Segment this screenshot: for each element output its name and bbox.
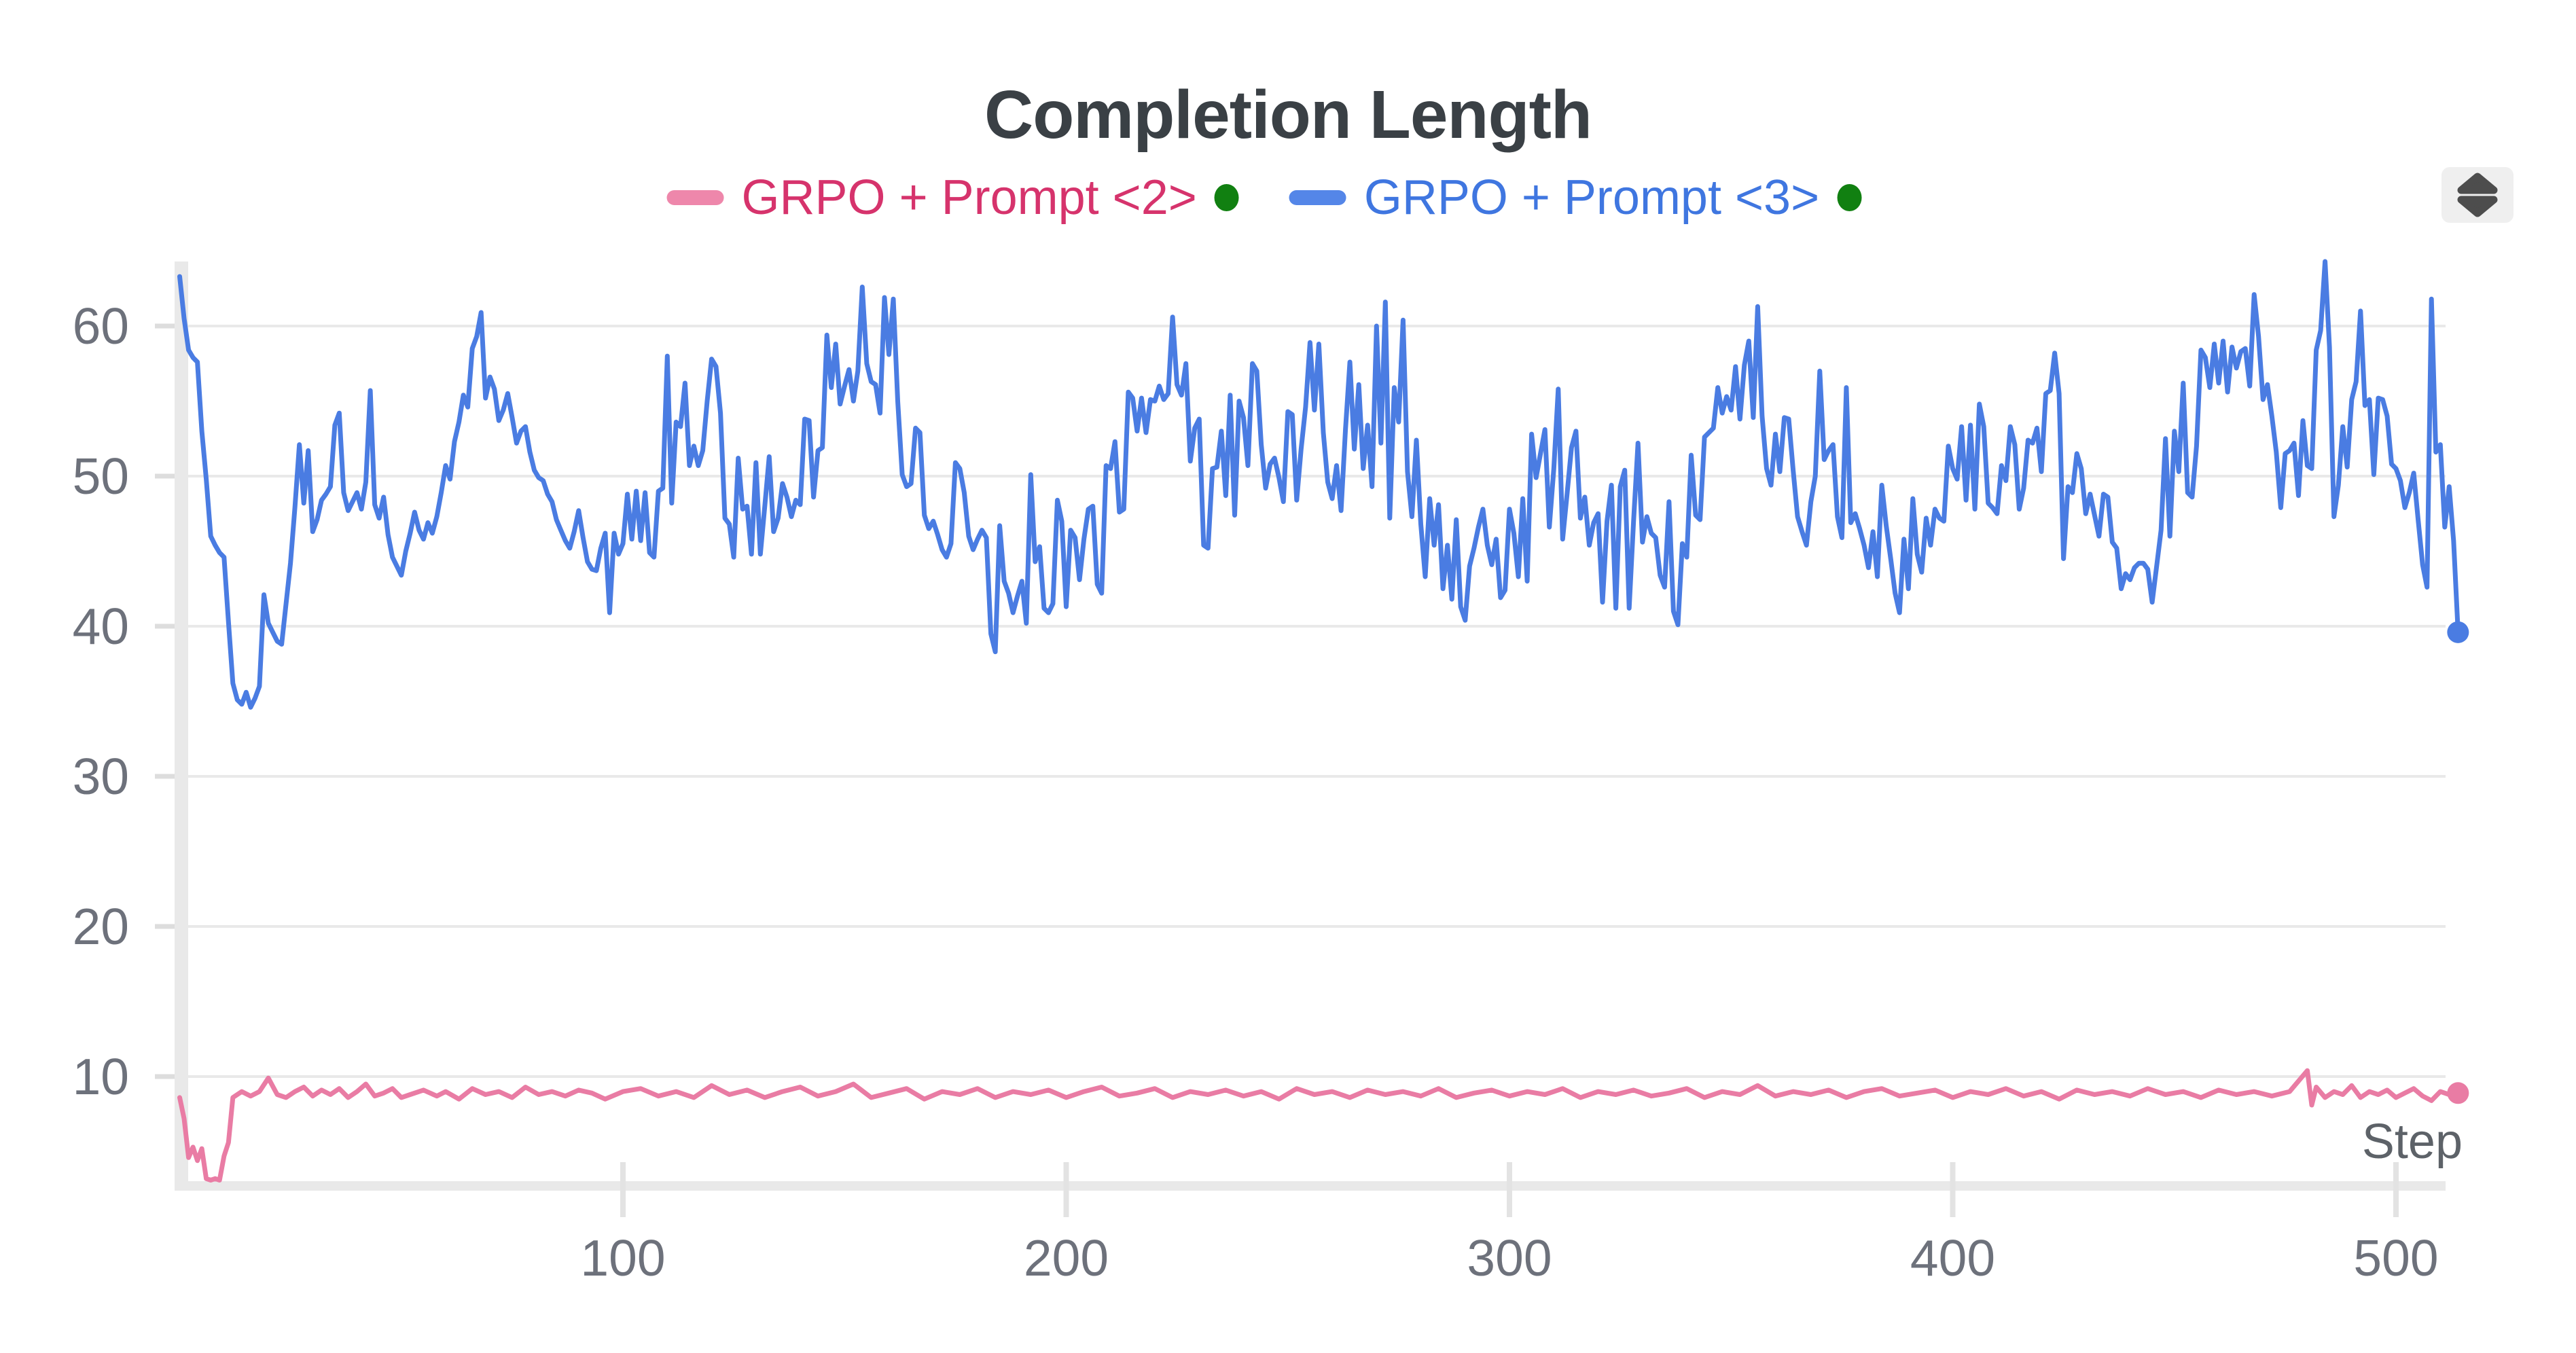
series-end-dot-pink <box>2447 1082 2469 1104</box>
series-end-dot-blue <box>2447 621 2469 643</box>
legend: GRPO + Prompt <2> GRPO + Prompt <3> <box>666 170 1862 226</box>
run-status-dot-icon <box>1214 184 1239 211</box>
y-tick-label: 30 <box>73 748 129 805</box>
x-axis-label: Step <box>2362 1115 2463 1169</box>
page-title: Completion Length <box>984 77 1592 153</box>
sort-button[interactable] <box>2441 167 2514 223</box>
series-line-blue <box>177 259 2461 710</box>
legend-item-grpo-prompt-2[interactable]: GRPO + Prompt <2> <box>666 170 1239 226</box>
y-tick-label: 10 <box>73 1048 129 1105</box>
series-swatch-pink <box>666 190 724 205</box>
legend-item-grpo-prompt-3[interactable]: GRPO + Prompt <3> <box>1289 170 1862 226</box>
y-tick-label: 50 <box>73 448 129 505</box>
series-swatch-blue <box>1289 190 1346 205</box>
y-tick-label: 60 <box>73 297 129 355</box>
x-tick-label: 100 <box>580 1229 665 1286</box>
y-tick-label: 20 <box>73 898 129 955</box>
run-status-dot-icon <box>1837 184 1862 211</box>
series-line-pink <box>177 1068 2461 1183</box>
x-tick-label: 400 <box>1910 1229 1995 1286</box>
x-tick-label: 500 <box>2353 1229 2438 1286</box>
x-tick-label: 300 <box>1467 1229 1552 1286</box>
legend-label: GRPO + Prompt <2> <box>741 170 1197 225</box>
sort-unfold-icon <box>2457 173 2498 217</box>
legend-label: GRPO + Prompt <3> <box>1363 170 1820 225</box>
y-tick-label: 40 <box>73 598 129 655</box>
x-tick-label: 200 <box>1024 1229 1109 1286</box>
